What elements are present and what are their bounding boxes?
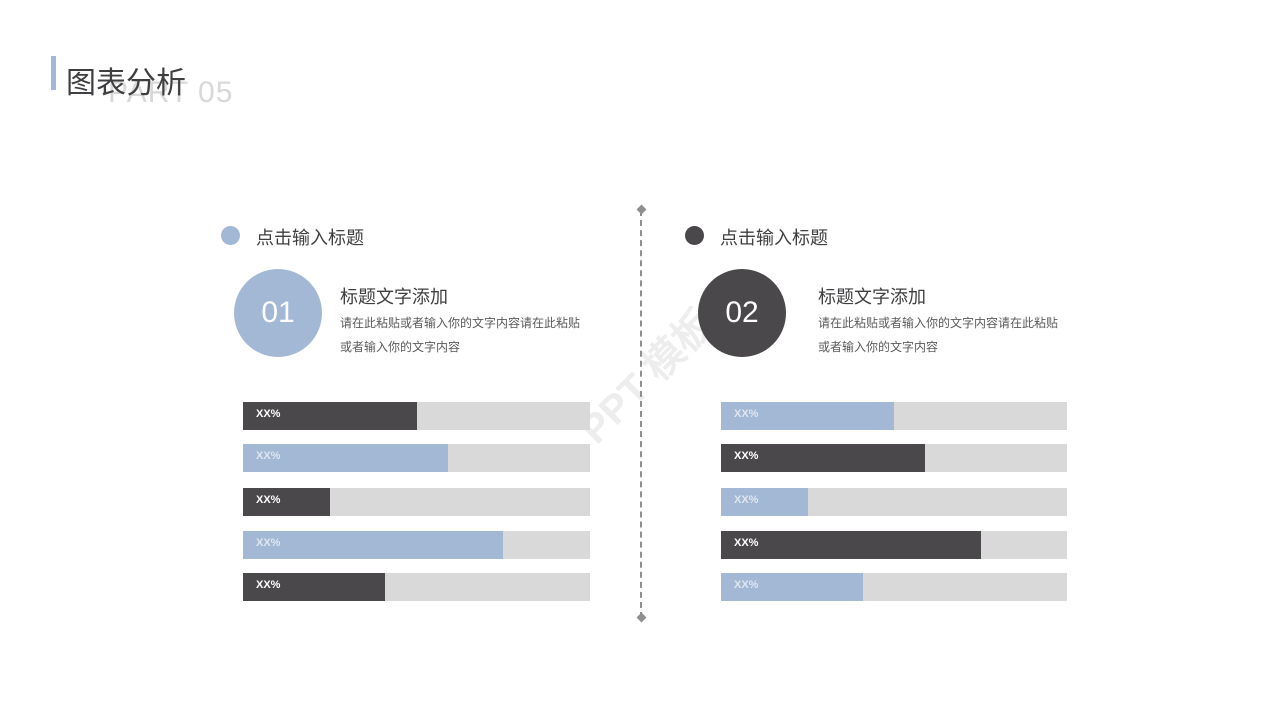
bar-value-label: XX%	[734, 537, 759, 549]
bar-track: XX%	[721, 402, 1067, 430]
bar-track: XX%	[243, 444, 590, 472]
number-label: 02	[725, 296, 759, 329]
panel-right: 点击输入标题 02 标题文字添加 请在此粘贴或者输入你的文字内容请在此粘贴或者输…	[685, 226, 1067, 601]
bar-fill: XX%	[721, 444, 926, 472]
part-label: PART 05	[108, 76, 234, 109]
bar-track: XX%	[721, 488, 1067, 516]
panel-subtitle[interactable]: 标题文字添加	[340, 287, 448, 308]
bar-fill: XX%	[243, 531, 504, 559]
bar-value-label: XX%	[256, 450, 281, 462]
panel-description[interactable]: 请在此粘贴或者输入你的文字内容请在此粘贴或者输入你的文字内容	[818, 316, 1059, 354]
bar-value-label: XX%	[256, 408, 281, 420]
bar-track: XX%	[243, 531, 590, 559]
bar-fill: XX%	[721, 488, 808, 516]
bar-value-label: XX%	[734, 408, 759, 420]
heading-bullet	[685, 226, 704, 245]
bar-fill: XX%	[243, 402, 417, 430]
bar-value-label: XX%	[734, 494, 759, 506]
bar-fill: XX%	[721, 402, 894, 430]
bar-track: XX%	[721, 444, 1067, 472]
number-circle: 01	[234, 269, 322, 357]
panel-heading[interactable]: 点击输入标题	[256, 228, 364, 249]
bar-track: XX%	[243, 402, 590, 430]
number-circle: 02	[698, 269, 786, 357]
panel-heading[interactable]: 点击输入标题	[720, 228, 828, 249]
bar-fill: XX%	[243, 444, 448, 472]
title-accent-bar	[51, 56, 56, 90]
number-label: 01	[261, 296, 295, 329]
panel-subtitle[interactable]: 标题文字添加	[818, 287, 926, 308]
bar-value-label: XX%	[256, 579, 281, 591]
center-divider	[640, 210, 642, 618]
panel-left: 点击输入标题 01 标题文字添加 请在此粘贴或者输入你的文字内容请在此粘贴或者输…	[221, 226, 590, 601]
bar-track: XX%	[721, 573, 1067, 601]
heading-bullet	[221, 226, 240, 245]
page-title: 图表分析	[66, 66, 186, 101]
bar-fill: XX%	[243, 573, 386, 601]
bar-fill: XX%	[243, 488, 330, 516]
bar-track: XX%	[243, 573, 590, 601]
bar-value-label: XX%	[734, 579, 759, 591]
bar-track: XX%	[721, 531, 1067, 559]
bar-value-label: XX%	[256, 537, 281, 549]
bar-value-label: XX%	[734, 450, 759, 462]
bar-fill: XX%	[721, 531, 981, 559]
bar-track: XX%	[243, 488, 590, 516]
bar-value-label: XX%	[256, 494, 281, 506]
panel-description[interactable]: 请在此粘贴或者输入你的文字内容请在此粘贴或者输入你的文字内容	[340, 316, 581, 354]
bar-fill: XX%	[721, 573, 863, 601]
